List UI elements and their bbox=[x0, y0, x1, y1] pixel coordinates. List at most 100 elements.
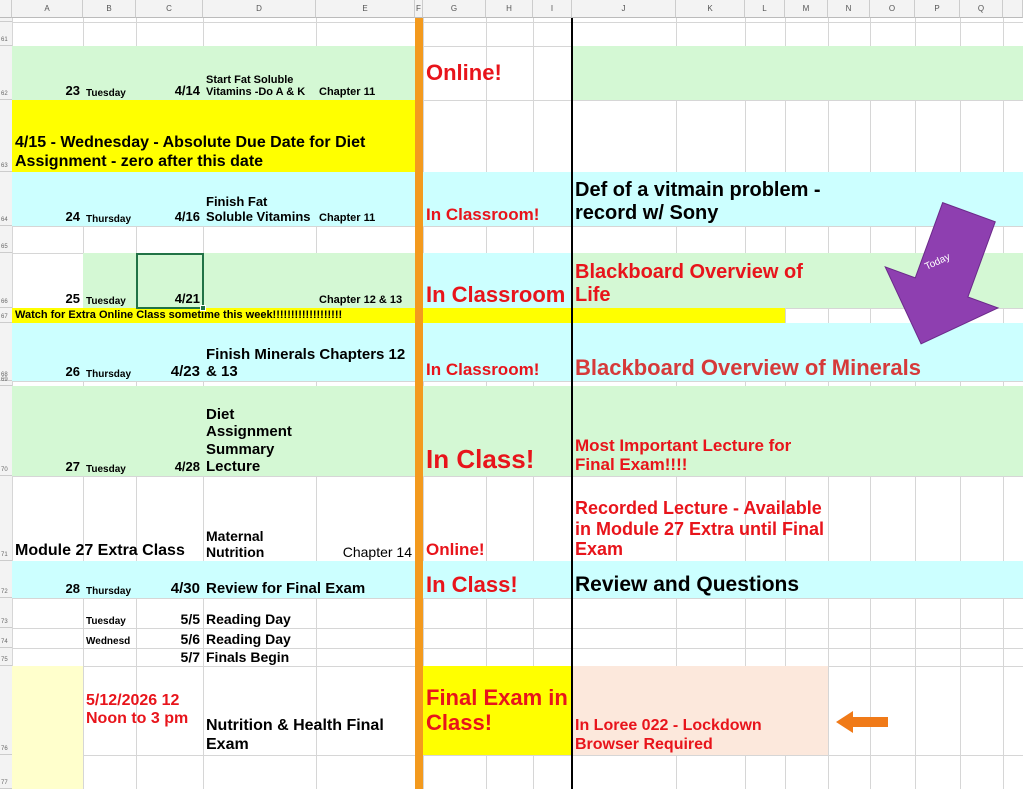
column-header: B bbox=[83, 0, 136, 18]
cell-text: 5/12/2026 12 Noon to 3 pm bbox=[86, 691, 189, 727]
cell-text: In Loree 022 - Lockdown Browser Required bbox=[575, 717, 762, 753]
column-header: E bbox=[316, 0, 415, 18]
column-header: C bbox=[136, 0, 203, 18]
grid-line bbox=[12, 226, 1023, 227]
cell-text: 4/14 bbox=[174, 83, 200, 99]
cell-text: Chapter 14 bbox=[342, 543, 412, 560]
cell-text: Review for Final Exam bbox=[206, 579, 366, 597]
column-header: O bbox=[870, 0, 915, 18]
grid-line bbox=[12, 22, 1023, 23]
row-number: 73 bbox=[0, 598, 12, 628]
row-number: 64 bbox=[0, 172, 12, 226]
cell-fill bbox=[572, 666, 828, 755]
cell-text: Most Important Lecture for Final Exam!!!… bbox=[575, 435, 792, 475]
cell-fill bbox=[572, 46, 1023, 100]
divider bbox=[571, 18, 573, 789]
cell-text: Online! bbox=[426, 59, 502, 85]
corner bbox=[0, 0, 12, 18]
row-number: 65 bbox=[0, 226, 12, 253]
cell-text: Online! bbox=[426, 540, 485, 560]
fill-handle bbox=[200, 305, 206, 311]
cell-fill bbox=[423, 386, 572, 476]
cell-text: 4/16 bbox=[174, 209, 200, 225]
cell-text: 25 bbox=[65, 291, 80, 307]
cell-text: Tuesday bbox=[86, 615, 126, 627]
cell-text: Recorded Lecture - Available in Module 2… bbox=[575, 497, 825, 560]
cell-text: Final Exam in Class! bbox=[426, 684, 568, 735]
column-header: Q bbox=[960, 0, 1003, 18]
grid-line bbox=[12, 755, 1023, 756]
row-number: 62 bbox=[0, 46, 12, 100]
cell-fill bbox=[12, 308, 785, 323]
cell-fill bbox=[83, 253, 415, 308]
column-header: F bbox=[415, 0, 423, 18]
cell-fill bbox=[423, 172, 572, 226]
cell-text: 24 bbox=[65, 209, 80, 225]
column-header: P bbox=[915, 0, 960, 18]
grid-line bbox=[12, 476, 1023, 477]
cell-text: 23 bbox=[65, 83, 80, 99]
column-header bbox=[1003, 0, 1023, 18]
cell-text: In Class! bbox=[426, 571, 518, 597]
row-number: 70 bbox=[0, 386, 12, 476]
cell-text: Tuesday bbox=[86, 463, 126, 475]
cell-text: Watch for Extra Online Class sometime th… bbox=[15, 309, 343, 322]
cell-fill bbox=[572, 386, 1023, 476]
cell-text: In Classroom! bbox=[426, 360, 540, 380]
row-number: 74 bbox=[0, 628, 12, 648]
column-header: K bbox=[676, 0, 745, 18]
cell-text: 27 bbox=[65, 459, 80, 475]
cell-text: Review and Questions bbox=[575, 572, 800, 596]
pointer-arrow bbox=[836, 711, 888, 733]
cell-text: Module 27 Extra Class bbox=[15, 541, 185, 559]
row-number: 75 bbox=[0, 648, 12, 666]
row-number: 69 bbox=[0, 377, 12, 386]
cell-fill bbox=[12, 46, 415, 100]
row-number: 63 bbox=[0, 100, 12, 172]
cell-text: 5/5 bbox=[180, 610, 200, 627]
cell-fill bbox=[12, 172, 415, 226]
cell-fill bbox=[423, 666, 572, 755]
cell-text: Finish Fat Soluble Vitamins bbox=[206, 194, 311, 225]
cell-text: Blackboard Overview of Minerals bbox=[575, 354, 922, 380]
grid-line bbox=[12, 381, 1023, 382]
cell-fill bbox=[12, 386, 415, 476]
cell-text: 28 bbox=[65, 581, 80, 597]
cell-text: Finals Begin bbox=[206, 648, 290, 665]
cell-text: In Classroom! bbox=[426, 205, 540, 225]
cell-text: Nutrition & Health Final Exam bbox=[206, 717, 384, 753]
cell-text: Finish Minerals Chapters 12 & 13 bbox=[206, 345, 406, 380]
cell-fill bbox=[12, 755, 83, 789]
cell-text: 5/7 bbox=[180, 648, 200, 665]
cell-fill bbox=[12, 323, 1023, 381]
column-header: A bbox=[12, 0, 83, 18]
cell-fill bbox=[12, 561, 1023, 598]
column-header: N bbox=[828, 0, 870, 18]
cell-text: 5/6 bbox=[180, 630, 200, 647]
grid-line bbox=[12, 648, 1023, 649]
cell-text: Blackboard Overview of Life bbox=[575, 261, 803, 306]
cell-text: Reading Day bbox=[206, 630, 291, 647]
grid-line bbox=[12, 100, 1023, 101]
row-number: 77 bbox=[0, 755, 12, 789]
column-header: H bbox=[486, 0, 533, 18]
cell-text: Reading Day bbox=[206, 610, 291, 627]
divider bbox=[415, 18, 423, 789]
row-number: 76 bbox=[0, 666, 12, 755]
column-header: J bbox=[572, 0, 676, 18]
cell-text: Def of a vitmain problem - record w/ Son… bbox=[575, 179, 821, 224]
column-header: G bbox=[423, 0, 486, 18]
cell-text: Tuesday bbox=[86, 87, 126, 99]
cell-text: 4/23 bbox=[170, 362, 200, 380]
cell-text: Wednesd bbox=[86, 635, 131, 647]
row-number: 71 bbox=[0, 476, 12, 561]
column-header: L bbox=[745, 0, 785, 18]
cell-text: Chapter 11 bbox=[319, 212, 376, 225]
cell-text: Chapter 12 & 13 bbox=[319, 294, 403, 307]
cell-text: Thursday bbox=[86, 213, 132, 225]
row-number: 66 bbox=[0, 253, 12, 308]
cell-text: 4/21 bbox=[174, 291, 200, 307]
cell-text: Maternal Nutrition bbox=[206, 527, 265, 560]
cell-text: Diet Assignment Summary Lecture bbox=[206, 406, 292, 475]
